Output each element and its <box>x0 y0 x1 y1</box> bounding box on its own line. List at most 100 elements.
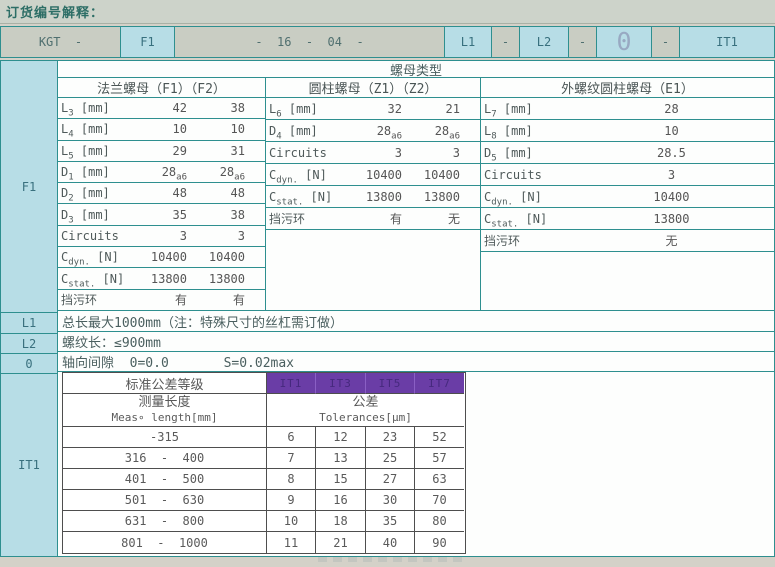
spec-value: 42 <box>172 101 187 116</box>
empty-cell <box>266 230 480 310</box>
spec-row: Cstat. [N] 13800 13800 <box>266 186 480 208</box>
spec-label: Cdyn. [N] <box>484 189 542 207</box>
tolerance-value-cell: 35 <box>366 511 415 532</box>
spec-row: 挡污环 有 无 <box>266 208 480 230</box>
spec-value: 48 <box>172 186 187 201</box>
spec-label: D5 [mm] <box>484 145 533 163</box>
info-row-thread-length: 螺纹长：≤900mm <box>58 332 774 352</box>
tolerance-grade-header: 标准公差等级 <box>63 373 267 394</box>
spec-value: 10400 <box>208 250 245 265</box>
spec-label: D1 [mm] <box>61 165 110 183</box>
tolerance-value-cell: 25 <box>366 448 415 469</box>
tolerance-value-cell: 80 <box>415 511 464 532</box>
spec-value: 3 <box>237 228 245 243</box>
spec-row: L3 [mm] 42 38 <box>58 98 265 120</box>
side-label-l1: L1 <box>1 313 57 334</box>
spec-value: 28a6 <box>376 123 402 141</box>
spec-value: 28a6 <box>219 165 245 183</box>
spec-value: 10400 <box>365 167 402 182</box>
tolerance-area: 标准公差等级 IT1 IT3 IT5 IT7 测量长度 Meas∘ length[mm] 公差… <box>58 372 774 556</box>
spec-row: 挡污环 有 有 <box>58 290 265 310</box>
spec-value: 3 <box>394 145 402 160</box>
spec-value: 13800 <box>208 271 245 286</box>
spec-label: D3 [mm] <box>61 207 110 226</box>
nut-columns: 法兰螺母（F1）（F2） L3 [mm] 42 38 L4 [mm] 10 10 L5 [m… <box>58 78 774 311</box>
length-range-cell: 631 - 800 <box>63 511 267 532</box>
spec-row: Cdyn. [N] 10400 10400 <box>266 164 480 186</box>
spec-value: 无 <box>665 234 678 248</box>
side-label-f1: F1 <box>1 61 57 313</box>
spec-row: D1 [mm] 28a6 28a6 <box>58 162 265 184</box>
spec-label: 挡污环 <box>269 212 306 226</box>
spec-value: 13800 <box>150 271 187 286</box>
info-row-axial-play: 轴向间隙 0=0.0 S=0.02max <box>58 352 774 372</box>
spec-row: L8 [mm] 10 <box>481 120 774 142</box>
spec-value: 28a6 <box>434 123 460 141</box>
spec-value: 28a6 <box>161 165 187 183</box>
spec-value: 10 <box>172 122 187 137</box>
spec-label: 挡污环 <box>484 234 521 248</box>
spec-value: 有 <box>389 212 402 226</box>
spec-value: 3 <box>452 145 460 160</box>
tolerance-value-cell: 21 <box>316 532 366 553</box>
side-label-0: 0 <box>1 354 57 374</box>
spec-row: L6 [mm] 32 21 <box>266 98 480 120</box>
length-range-cell: -315 <box>63 427 267 448</box>
nut-column-header: 法兰螺母（F1）（F2） <box>58 78 265 98</box>
tolerance-value-cell: 52 <box>415 427 464 448</box>
tolerance-value-cell: 30 <box>366 490 415 511</box>
spec-value: 3 <box>179 228 187 243</box>
spec-value: 48 <box>230 186 245 201</box>
tolerance-value-cell: 16 <box>316 490 366 511</box>
tolerance-value-cell: 6 <box>267 427 316 448</box>
side-label-l2: L2 <box>1 334 57 354</box>
tolerance-value-cell: 9 <box>267 490 316 511</box>
side-label-column: F1 L1 L2 0 IT1 <box>1 61 58 556</box>
tolerance-table: 标准公差等级 IT1 IT3 IT5 IT7 测量长度 Meas∘ length[mm] 公差… <box>62 372 466 554</box>
spec-value: 13800 <box>365 189 402 204</box>
spec-row: D2 [mm] 48 48 <box>58 183 265 205</box>
tolerance-value-cell: 18 <box>316 511 366 532</box>
tolerance-value-cell: 10 <box>267 511 316 532</box>
tolerances-header: 公差 Tolerances[μm] <box>267 394 464 427</box>
spec-label: Cdyn. [N] <box>61 250 119 268</box>
code-separator: - <box>491 27 519 57</box>
spec-label: Cstat. [N] <box>61 271 125 289</box>
spec-label: Cdyn. [N] <box>269 167 327 185</box>
spec-value: 29 <box>172 143 187 158</box>
content-column: 螺母类型 法兰螺母（F1）（F2） L3 [mm] 42 38 L4 [mm] 10 10… <box>58 61 774 556</box>
tolerance-value-cell: 23 <box>366 427 415 448</box>
spec-row: D4 [mm] 28a6 28a6 <box>266 120 480 142</box>
spec-label: Circuits <box>269 145 327 160</box>
tolerance-value-cell: 13 <box>316 448 366 469</box>
spec-row: Cdyn. [N] 10400 <box>481 186 774 208</box>
tolerance-value-cell: 90 <box>432 535 447 550</box>
spec-label: L6 [mm] <box>269 101 318 119</box>
spec-label: L4 [mm] <box>61 122 110 140</box>
empty-cell <box>481 252 774 310</box>
spec-label: Cstat. [N] <box>269 189 333 207</box>
tolerance-value-cell: 11 <box>267 532 316 553</box>
nut-rows-cylindrical: L6 [mm] 32 21 D4 [mm] 28a6 28a6 Circuits 3 3 Cdyn… <box>266 98 480 310</box>
info-row-total-length: 总长最大1000mm（注：特殊尺寸的丝杠需订做） <box>58 311 774 332</box>
spec-label: D2 [mm] <box>61 186 110 204</box>
code-segment: L2 <box>519 27 568 57</box>
spec-row: D5 [mm] 28.5 <box>481 142 774 164</box>
spec-value: 28 <box>664 101 679 116</box>
spec-label: L3 [mm] <box>61 101 110 119</box>
code-segment: L1 <box>444 27 491 57</box>
spec-value: 10 <box>664 123 679 138</box>
spec-value: 3 <box>667 167 676 182</box>
length-range-cell: 401 - 500 <box>63 469 267 490</box>
tolerance-value-cell: 40 <box>366 532 415 553</box>
tolerance-value-cell: 7 <box>267 448 316 469</box>
length-range-cell: 316 - 400 <box>63 448 267 469</box>
spec-value: 10400 <box>423 167 460 182</box>
spec-label: L7 [mm] <box>484 101 533 119</box>
code-segment: IT1 <box>679 27 774 57</box>
spec-label: Cstat. [N] <box>484 211 548 229</box>
spec-row: Cstat. [N] 13800 <box>481 208 774 230</box>
nut-column-cylindrical: 圆柱螺母（Z1）（Z2） L6 [mm] 32 21 D4 [mm] 28a6 28a6 C… <box>266 78 481 310</box>
length-range-cell: 501 - 630 <box>63 490 267 511</box>
code-separator: - <box>568 27 596 57</box>
